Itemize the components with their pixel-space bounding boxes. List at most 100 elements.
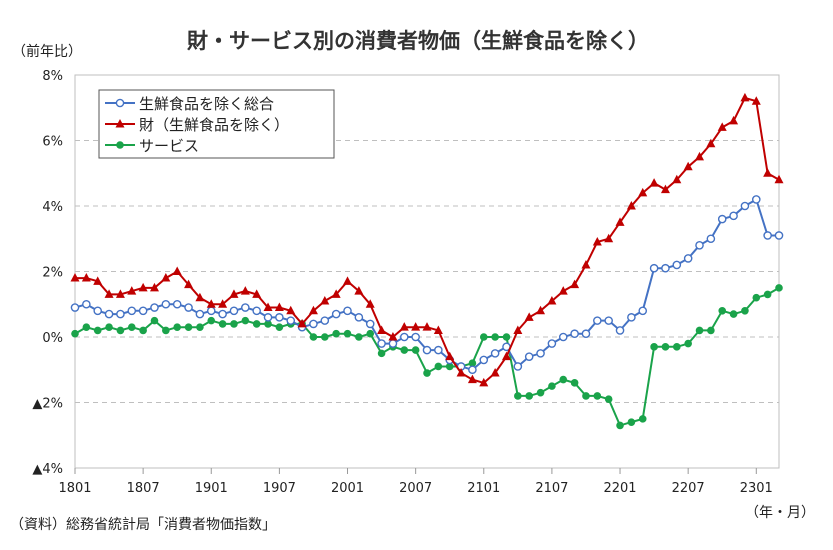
data-point [548,382,556,390]
data-point [649,178,659,187]
data-point [638,306,648,316]
data-point [172,266,182,275]
data-point [774,231,784,240]
data-point [558,286,568,295]
data-point [536,305,546,315]
x-tick-label: 2301 [740,481,773,496]
data-point [93,326,102,335]
data-point [218,320,227,328]
data-point [206,299,216,308]
data-point [127,323,136,331]
y-axis-label: （前年比） [12,43,82,60]
data-point [718,307,727,315]
data-point [536,388,545,397]
data-point [672,260,682,270]
data-point [638,187,648,197]
data-point [172,299,182,309]
series-line-2 [74,287,780,427]
data-point [525,392,533,400]
data-point [740,201,750,211]
x-tick-label: 2201 [603,481,636,496]
data-point [763,290,772,299]
data-point [365,299,375,308]
data-point [150,316,159,325]
data-point [320,295,330,305]
data-point [774,174,784,184]
data-point [581,329,591,339]
data-point [218,309,227,319]
data-point [149,282,159,292]
data-point [286,316,296,325]
data-point [547,295,557,305]
data-point [162,326,170,335]
data-point [127,286,137,295]
data-point [297,318,307,328]
data-point [263,302,273,312]
data-point [570,279,580,289]
data-point [456,368,466,377]
data-point [683,254,693,263]
data-point [116,309,125,319]
data-point [161,299,171,309]
data-point [274,302,284,312]
data-point [218,299,228,308]
x-tick-label: 1807 [127,481,160,496]
x-tick-label: 1907 [263,481,296,496]
data-point [411,332,420,342]
data-point [660,184,670,194]
data-point [615,217,625,226]
data-point [399,322,409,331]
data-point [343,329,352,338]
data-point [763,168,773,177]
x-tick-label: 1901 [195,481,228,496]
data-point [468,365,477,375]
data-point [343,306,352,316]
data-point [536,349,545,358]
data-point [252,320,261,328]
data-point [241,303,250,312]
data-point [661,263,670,273]
data-point [717,214,727,224]
data-point [706,234,716,244]
legend-marker [115,119,125,128]
chart-title: 財・サービス別の消費者物価（生鮮食品を除く） [187,29,649,53]
series-line-0 [74,198,779,371]
data-point [695,240,704,250]
data-point [592,237,602,246]
y-tick-label: 4% [42,200,63,215]
data-point [683,161,693,171]
data-point [399,332,409,342]
data-point [320,316,330,325]
data-point [524,312,534,321]
data-point [229,306,239,316]
data-point [105,323,113,331]
data-point [547,339,557,348]
data-point [615,326,625,335]
data-point [491,333,499,341]
data-point [468,359,477,368]
data-point [673,343,681,351]
data-point [127,306,137,316]
data-point [252,306,261,316]
data-point [388,332,398,341]
data-point [115,289,125,298]
data-point [582,392,590,400]
data-point [604,395,613,404]
data-point [230,320,238,328]
data-point [81,273,91,282]
data-point [366,329,375,338]
data-point [729,115,739,125]
data-point [763,231,772,240]
data-point [593,392,602,400]
data-point [321,333,329,341]
data-point [513,362,523,371]
data-point [695,151,705,161]
data-point [207,316,216,325]
data-point [184,279,194,289]
data-point [240,286,250,295]
data-point [434,362,443,371]
data-point [433,325,443,334]
data-point [422,345,432,355]
data-point [502,333,511,341]
